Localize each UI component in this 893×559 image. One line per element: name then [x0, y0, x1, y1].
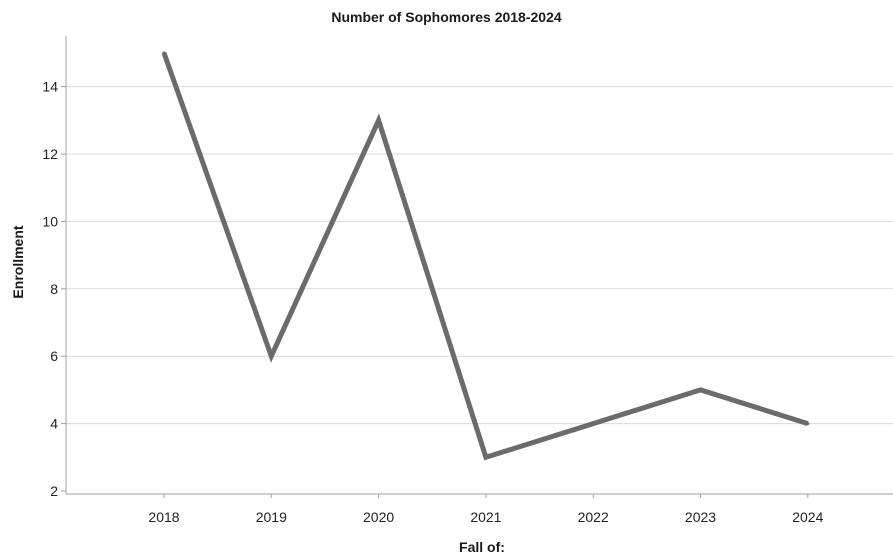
series-line — [161, 52, 809, 461]
x-tick-label: 2023 — [685, 509, 716, 525]
data-point — [162, 51, 166, 55]
x-axis-title: Fall of: — [459, 539, 505, 555]
x-tick-label: 2019 — [256, 509, 287, 525]
data-point — [269, 354, 273, 358]
x-tick-label: 2021 — [470, 509, 501, 525]
data-point — [806, 422, 810, 426]
chart-title: Number of Sophomores 2018-2024 — [331, 9, 562, 25]
y-tick-label: 10 — [42, 213, 58, 229]
gridlines — [66, 86, 893, 425]
y-tick-label: 4 — [50, 416, 58, 432]
y-axis-title: Enrollment — [10, 225, 26, 298]
data-point — [377, 118, 381, 122]
y-tick-label: 2 — [50, 483, 58, 499]
x-tick-label: 2022 — [578, 509, 609, 525]
y-tick-label: 6 — [50, 348, 58, 364]
data-point — [484, 455, 488, 459]
y-tick-label: 8 — [50, 281, 58, 297]
x-tick-label: 2018 — [148, 509, 179, 525]
data-point — [591, 422, 595, 426]
y-tick-label: 12 — [42, 146, 58, 162]
data-point — [699, 388, 702, 392]
tick-labels: 2 4 6 8 10 12 14 2018 2019 2020 2021 2022 2023 2024 — [42, 79, 823, 525]
x-tick-label: 2024 — [792, 509, 823, 525]
y-tick-label: 14 — [42, 79, 58, 95]
x-tick-label: 2020 — [363, 509, 394, 525]
series-layer — [161, 51, 810, 461]
axes — [61, 36, 893, 498]
